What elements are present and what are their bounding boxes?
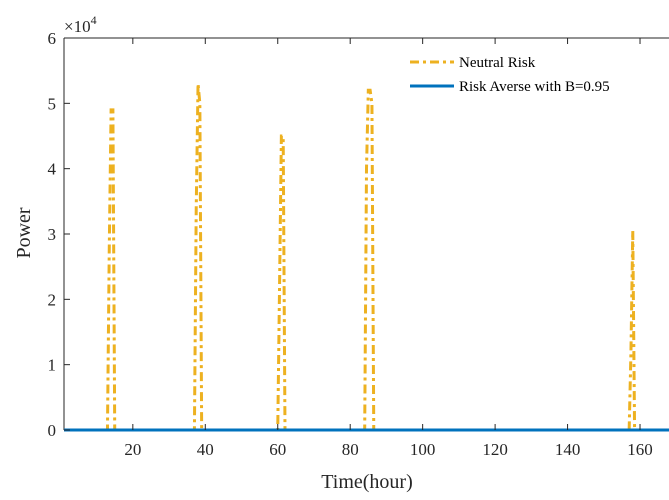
y-exponent-label: ×104	[64, 13, 97, 36]
y-axis-label: Power	[13, 207, 35, 258]
x-tick-label: 160	[627, 440, 653, 459]
legend-label-neutral-risk: Neutral Risk	[459, 55, 536, 71]
y-tick-label: 5	[48, 94, 57, 113]
x-tick-label: 40	[197, 440, 214, 459]
y-tick-label: 4	[48, 160, 57, 179]
series-layer	[64, 83, 669, 432]
x-axis-label: Time(hour)	[321, 471, 412, 493]
ticks-layer: 0 1 2 3 4 5 6 20 40 60 80 100 120 140 160	[48, 29, 653, 459]
y-tick-label: 3	[48, 225, 57, 244]
y-tick-label: 1	[48, 356, 57, 375]
x-tick-label: 80	[342, 440, 359, 459]
x-tick-label: 140	[555, 440, 581, 459]
y-exponent-power: 4	[91, 13, 97, 27]
legend-label-risk-averse: Risk Averse with B=0.95	[459, 79, 610, 95]
y-tick-label: 0	[48, 421, 57, 440]
legend: Neutral Risk Risk Averse with B=0.95	[410, 55, 610, 95]
y-tick-label: 2	[48, 290, 57, 309]
y-tick-label: 6	[48, 29, 57, 48]
y-exponent-base: ×10	[64, 17, 91, 36]
x-tick-label: 120	[482, 440, 508, 459]
x-tick-label: 60	[269, 440, 286, 459]
x-tick-label: 20	[124, 440, 141, 459]
x-tick-label: 100	[410, 440, 436, 459]
